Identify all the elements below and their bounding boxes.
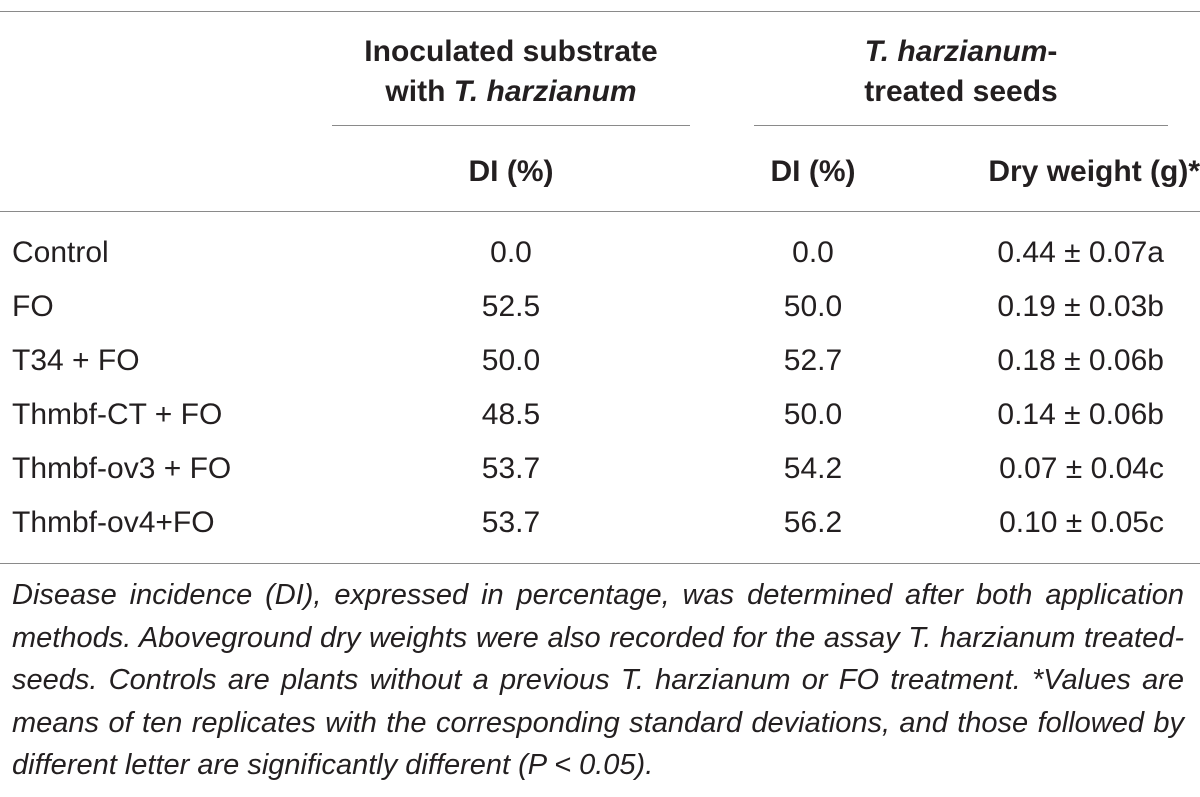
row-fo-treatment: FO [12,290,54,323]
row-t34-fo-dry-weight: 0.18 ± 0.06b [997,344,1164,377]
substrate-group-underline [332,125,690,126]
row-fo-dry-weight: 0.19 ± 0.03b [997,290,1164,323]
table-bottom-rule [0,563,1200,564]
row-thmbf-ov3-fo-seeds-di: 54.2 [783,452,843,485]
header-bottom-rule [0,211,1200,212]
table-footnote: Disease incidence (DI), expressed in per… [12,579,1184,781]
row-control-substrate-di: 0.0 [490,236,532,269]
row-t34-fo-substrate-di: 50.0 [481,344,541,377]
row-thmbf-ct-fo-substrate-di: 48.5 [481,398,541,431]
seeds-group-header-line1: T. harzianum- [864,35,1058,68]
seeds-group-header-line2: treated seeds [864,75,1058,108]
seeds-group-underline [754,125,1168,126]
column-header-substrate-di: DI (%) [468,155,554,188]
row-t34-fo-treatment: T34 + FO [12,344,140,377]
seeds-group-header: T. harzianum- treated seeds [760,32,1162,112]
substrate-group-header-line2: with T. harzianum [385,75,637,108]
row-thmbf-ct-fo-seeds-di: 50.0 [783,398,843,431]
substrate-group-header-line1: Inoculated substrate [364,35,658,68]
row-thmbf-ct-fo-treatment: Thmbf-CT + FO [12,398,223,431]
table-top-rule [0,11,1200,12]
row-fo-substrate-di: 52.5 [481,290,541,323]
row-thmbf-ov4-fo-substrate-di: 53.7 [481,506,541,539]
row-t34-fo-seeds-di: 52.7 [783,344,843,377]
substrate-group-header: Inoculated substrate with T. harzianum [310,32,712,112]
row-fo-seeds-di: 50.0 [783,290,843,323]
row-control-seeds-di: 0.0 [792,236,834,269]
row-thmbf-ov4-fo-treatment: Thmbf-ov4+FO [12,506,215,539]
row-control-dry-weight: 0.44 ± 0.07a [997,236,1164,269]
row-thmbf-ov3-fo-treatment: Thmbf-ov3 + FO [12,452,232,485]
column-header-dry-weight: Dry weight (g)* [988,155,1200,188]
row-thmbf-ov4-fo-seeds-di: 56.2 [783,506,843,539]
column-header-seeds-di: DI (%) [770,155,856,188]
row-thmbf-ov3-fo-substrate-di: 53.7 [481,452,541,485]
row-control-treatment: Control [12,236,109,269]
row-thmbf-ov4-fo-dry-weight: 0.10 ± 0.05c [999,506,1164,539]
row-thmbf-ov3-fo-dry-weight: 0.07 ± 0.04c [999,452,1164,485]
row-thmbf-ct-fo-dry-weight: 0.14 ± 0.06b [997,398,1164,431]
